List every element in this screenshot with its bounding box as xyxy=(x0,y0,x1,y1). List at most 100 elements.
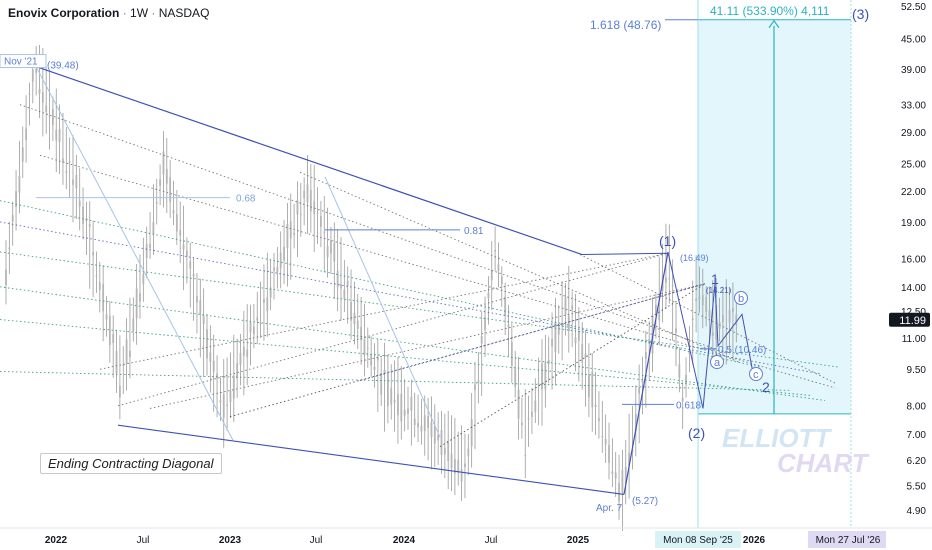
candle-body xyxy=(581,344,584,363)
candle-body xyxy=(641,380,644,383)
candle-body xyxy=(129,350,131,357)
apr7-label: Apr. 7 xyxy=(596,503,623,514)
candle-body xyxy=(229,391,232,402)
candle-body xyxy=(246,349,249,357)
wave-2-line xyxy=(667,251,704,409)
candle-body xyxy=(119,386,121,398)
candle-body xyxy=(239,353,242,365)
minor-2-label: 2 xyxy=(762,379,770,395)
candle-body xyxy=(497,264,500,272)
candle-body xyxy=(681,397,684,402)
candle-body xyxy=(433,425,436,444)
candle-body xyxy=(403,409,406,416)
y-tick-label: 52.50 xyxy=(901,2,926,13)
x-tick-label: 2022 xyxy=(45,535,68,546)
x-tick-label: 2026 xyxy=(743,535,766,546)
candle-body xyxy=(420,425,423,432)
candle-body xyxy=(360,326,362,341)
candle-body xyxy=(410,396,413,411)
candle-body xyxy=(226,404,228,407)
candle-body xyxy=(209,352,212,362)
candle-body xyxy=(202,315,205,325)
candle-body xyxy=(470,418,473,446)
y-tick-label: 19.00 xyxy=(901,218,926,229)
candle-body xyxy=(35,69,38,73)
fan-line xyxy=(0,286,826,401)
candle-body xyxy=(38,88,41,94)
candle-body xyxy=(336,270,339,287)
candle-body xyxy=(299,213,302,215)
candle-body xyxy=(611,471,614,474)
candle-body xyxy=(108,315,111,345)
y-tick-label: 11.00 xyxy=(902,334,927,345)
candle-body xyxy=(698,297,701,300)
candle-body xyxy=(58,128,61,142)
y-tick-label: 7.00 xyxy=(907,430,927,441)
candle-body xyxy=(273,267,275,271)
fib-05-label: 0.5 (10.46) xyxy=(718,345,766,356)
y-tick-label: 8.00 xyxy=(907,402,927,413)
candle-body xyxy=(705,297,708,313)
candle-body xyxy=(477,380,480,383)
candle-body xyxy=(544,362,547,390)
x-tick-label: Jul xyxy=(137,535,150,546)
chart-header: Enovix Corporation · 1W · NASDAQ xyxy=(8,6,209,20)
candle-body xyxy=(41,92,44,103)
candle-body xyxy=(340,283,342,289)
candle-body xyxy=(510,342,513,366)
candle-body xyxy=(534,400,537,413)
candle-body xyxy=(18,175,21,193)
apr7-value: (5.27) xyxy=(632,496,658,507)
candle-body xyxy=(393,399,396,403)
candle-body xyxy=(330,240,332,254)
candle-body xyxy=(189,261,192,269)
candle-body xyxy=(618,482,620,502)
sub-wave-line xyxy=(35,66,234,441)
candle-body xyxy=(242,346,245,356)
candle-body xyxy=(293,233,295,235)
candle-body xyxy=(474,384,476,390)
candle-body xyxy=(165,168,168,184)
candle-body xyxy=(179,230,182,236)
candle-body xyxy=(52,109,54,126)
candle-body xyxy=(366,347,369,349)
candle-body xyxy=(517,389,520,419)
target-label: 41.11 (533.90%) 4,111 xyxy=(710,4,830,18)
candle-body xyxy=(65,171,68,173)
minor-1-value: (14.21) xyxy=(706,286,732,295)
nov21-box xyxy=(0,54,47,69)
candle-body xyxy=(112,333,115,344)
candle-body xyxy=(638,387,641,394)
candle-body xyxy=(259,322,262,325)
candle-body xyxy=(443,447,446,455)
minor-1-label: 1 xyxy=(711,271,719,287)
candle-body xyxy=(504,296,507,316)
candle-body xyxy=(608,445,610,463)
candle-body xyxy=(735,314,738,326)
candle-body xyxy=(196,296,198,303)
candle-body xyxy=(571,305,574,310)
candle-body xyxy=(356,320,359,329)
candle-body xyxy=(655,305,657,313)
x-tick-label: 2025 xyxy=(567,535,590,546)
candle-body xyxy=(480,336,483,344)
candle-body xyxy=(427,415,429,428)
wave-1-value: (16.49) xyxy=(680,253,709,263)
wave-b-label: b xyxy=(738,293,744,305)
candle-body xyxy=(88,224,91,227)
wave-a-label: a xyxy=(714,357,721,369)
candle-body xyxy=(490,269,493,281)
y-axis-bg xyxy=(886,0,932,550)
candle-body xyxy=(376,357,379,361)
candle-body xyxy=(31,69,34,82)
diagonal-upper-line xyxy=(35,65,583,256)
date-tag-1 xyxy=(655,531,741,548)
candle-body xyxy=(484,316,486,330)
candle-body xyxy=(105,314,108,320)
candle-body xyxy=(48,115,51,117)
candle-body xyxy=(132,318,135,331)
wave-b-circle xyxy=(734,291,748,305)
y-tick-label: 33.00 xyxy=(901,101,926,112)
candle-body xyxy=(253,326,255,335)
